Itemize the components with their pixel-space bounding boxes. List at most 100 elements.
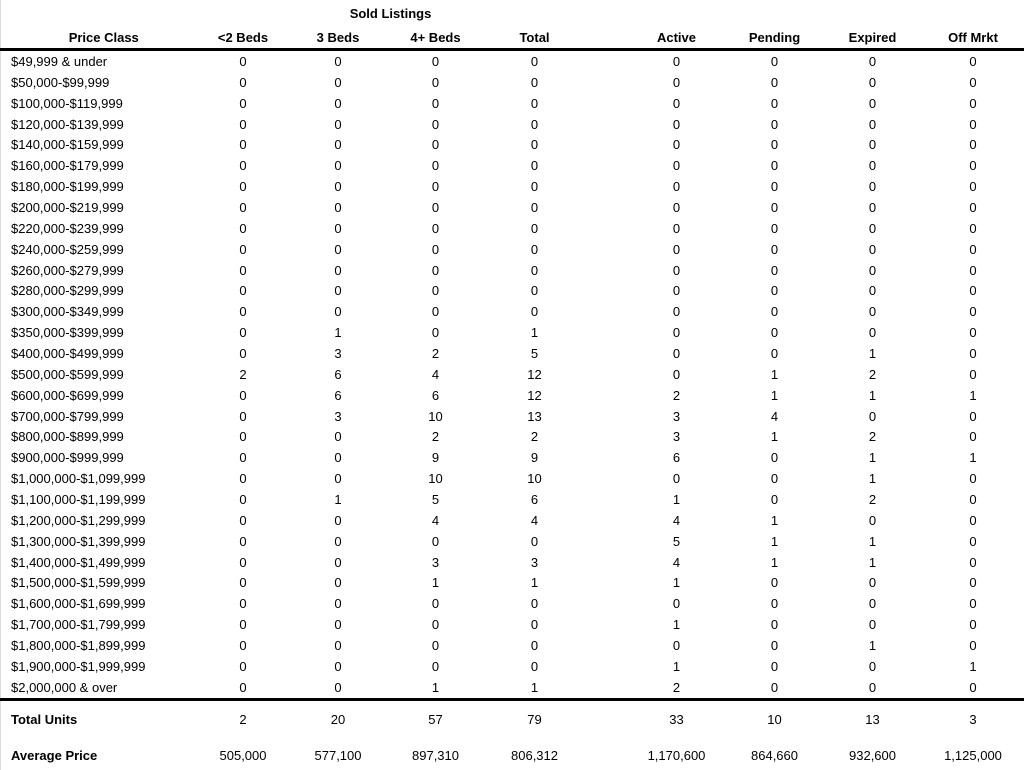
cell-lt2-beds: 0 [239, 283, 247, 299]
cell-active: 0 [672, 199, 681, 215]
cell-lt2-beds: 0 [239, 408, 247, 424]
cell-3-beds: 0 [334, 512, 342, 528]
total-units-row: Total Units 2 20 57 79 33 10 13 3 [1, 699, 1024, 738]
cell-lt2-beds: 0 [239, 512, 247, 528]
cell-3-beds: 3 [334, 408, 342, 424]
price-class-label: $1,400,000-$1,499,999 [11, 554, 146, 570]
price-class-label: $1,700,000-$1,799,999 [11, 617, 146, 633]
cell-lt2-beds: 0 [239, 345, 247, 361]
cell-off-mrkt: 0 [969, 220, 977, 236]
cell-lt2-beds: 0 [239, 658, 247, 674]
price-class-label: $500,000-$599,999 [11, 366, 124, 382]
table-row: $400,000-$499,999 0 3 2 5 0 0 1 0 [1, 343, 1024, 364]
cell-pending: 0 [770, 199, 779, 215]
cell-pending: 1 [770, 533, 779, 549]
cell-active: 0 [672, 137, 681, 153]
cell-lt2-beds: 0 [239, 471, 247, 487]
cell-4plus-beds: 0 [431, 262, 440, 278]
cell-active: 2 [605, 676, 726, 701]
cell-off-mrkt: 0 [969, 408, 977, 424]
table-row: $1,000,000-$1,099,999 0 0 10 10 0 0 1 0 [1, 468, 1024, 489]
cell-active: 1 [672, 617, 681, 633]
cell-active: 1 [672, 658, 681, 674]
cell-lt2-beds: 0 [239, 596, 247, 612]
price-class-label: $400,000-$499,999 [11, 345, 124, 361]
cell-total: 0 [530, 262, 539, 278]
cell-pending: 0 [770, 74, 779, 90]
table-row: $2,000,000 & over 0 0 1 1 2 0 0 0 [0, 676, 1024, 701]
cell-pending: 0 [770, 637, 779, 653]
cell-3-beds: 0 [334, 450, 342, 466]
cell-total: 0 [530, 283, 539, 299]
cell-4plus-beds: 0 [431, 179, 440, 195]
average-price-row-cell-expired: 932,600 [849, 748, 896, 764]
cell-active: 2 [672, 387, 681, 403]
total-units-row-cell-expired: 13 [865, 711, 880, 727]
cell-active: 5 [672, 533, 681, 549]
cell-off-mrkt: 0 [969, 533, 977, 549]
table-row: $1,200,000-$1,299,999 0 0 4 4 4 1 0 0 [1, 510, 1024, 531]
cell-active: 0 [672, 53, 681, 69]
cell-off-mrkt: 1 [969, 658, 977, 674]
cell-total: 0 [530, 304, 539, 320]
table-row: $1,300,000-$1,399,999 0 0 0 0 5 1 1 0 [1, 531, 1024, 552]
cell-expired: 0 [868, 179, 877, 195]
cell-pending: 0 [770, 220, 779, 236]
cell-lt2-beds: 0 [239, 554, 247, 570]
cell-pending: 0 [770, 53, 779, 69]
cell-expired: 1 [868, 471, 877, 487]
cell-lt2-beds: 0 [239, 116, 247, 132]
average-price-row-cell-total: 806,312 [511, 748, 558, 764]
price-class-label: $140,000-$159,999 [11, 137, 124, 153]
cell-total: 0 [530, 74, 539, 90]
cell-expired: 0 [868, 575, 877, 591]
cell-expired: 0 [823, 676, 922, 701]
average-price-row-label: Average Price [11, 748, 98, 764]
average-price-row-cell-3-beds: 577,100 [314, 748, 362, 764]
price-class-label: $240,000-$259,999 [11, 241, 124, 257]
column-header-row: Price Class <2 Beds 3 Beds 4+ Beds Total Acti… [0, 26, 1024, 51]
cell-active: 0 [672, 74, 681, 90]
cell-4plus-beds: 0 [431, 283, 440, 299]
cell-off-mrkt: 0 [969, 116, 977, 132]
cell-4plus-beds: 0 [431, 637, 440, 653]
cell-expired: 0 [868, 658, 877, 674]
cell-pending: 0 [725, 676, 824, 701]
cell-3-beds: 0 [334, 471, 342, 487]
cell-off-mrkt: 0 [969, 366, 977, 382]
cell-lt2-beds: 0 [239, 241, 247, 257]
table-row: $140,000-$159,999 0 0 0 0 0 0 0 0 [1, 134, 1024, 155]
cell-pending: 0 [770, 241, 779, 257]
table-row: $220,000-$239,999 0 0 0 0 0 0 0 0 [1, 218, 1024, 239]
cell-expired: 2 [868, 429, 877, 445]
table-row: $1,900,000-$1,999,999 0 0 0 0 1 0 0 1 [1, 656, 1024, 677]
cell-lt2-beds: 0 [239, 74, 247, 90]
cell-total: 0 [530, 596, 539, 612]
cell-lt2-beds: 2 [239, 366, 247, 382]
cell-pending: 0 [770, 179, 779, 195]
cell-expired: 0 [868, 241, 877, 257]
cell-4plus-beds: 0 [431, 658, 440, 674]
cell-off-mrkt: 0 [921, 676, 1024, 701]
cell-active: 6 [672, 450, 681, 466]
price-class-label: $280,000-$299,999 [11, 283, 124, 299]
cell-active: 0 [672, 262, 681, 278]
cell-4plus-beds: 0 [431, 116, 440, 132]
cell-total: 1 [484, 676, 606, 701]
cell-expired: 0 [868, 283, 877, 299]
price-class-label: $700,000-$799,999 [11, 408, 124, 424]
price-class-label: $180,000-$199,999 [11, 179, 124, 195]
cell-4plus-beds: 0 [431, 199, 440, 215]
group-header-spacer [1, 0, 197, 26]
table-row: $260,000-$279,999 0 0 0 0 0 0 0 0 [1, 260, 1024, 281]
cell-total: 0 [530, 533, 539, 549]
table-footer: Total Units 2 20 57 79 33 10 13 3 Average Price 50… [1, 699, 1024, 770]
cell-3-beds: 0 [334, 137, 342, 153]
cell-off-mrkt: 0 [969, 137, 977, 153]
cell-3-beds: 0 [334, 95, 342, 111]
cell-total: 0 [530, 658, 539, 674]
cell-active: 1 [672, 575, 681, 591]
total-units-row-cell-lt2-beds: 2 [239, 711, 247, 727]
cell-off-mrkt: 0 [969, 304, 977, 320]
price-class-label: $220,000-$239,999 [11, 220, 124, 236]
